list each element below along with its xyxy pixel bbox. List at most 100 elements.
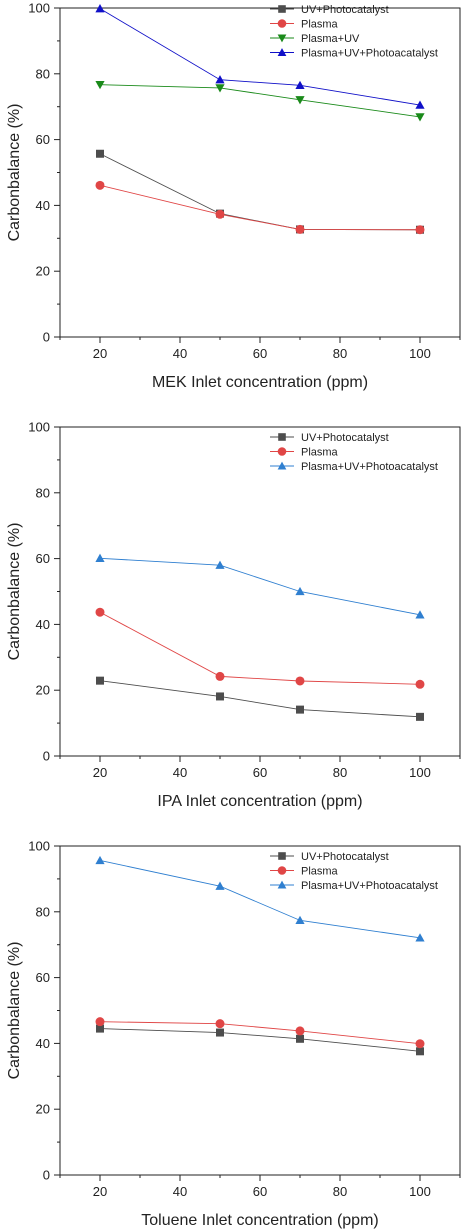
legend-marker — [277, 19, 287, 28]
x-tick-label: 100 — [409, 1184, 431, 1199]
data-point — [215, 560, 225, 569]
y-tick-label: 20 — [36, 264, 50, 279]
y-axis-title: Carbonbalance (%) — [6, 104, 23, 242]
series-line-1 — [99, 1028, 421, 1052]
y-tick-label: 100 — [28, 420, 50, 435]
chart-panel-3: 20 40 60 80 100 0 20 40 60 80 100 Toluene Inlet con… — [6, 839, 461, 1229]
legend-marker — [277, 880, 287, 889]
x-tick-label: 40 — [173, 346, 187, 361]
x-axis-title: Toluene Inlet concentration (ppm) — [141, 1212, 378, 1229]
legend-label: Plasma — [301, 19, 339, 31]
y-axis-title: Carbonbalance (%) — [6, 523, 23, 661]
legend-label: Plasma — [301, 866, 339, 878]
legend-label: UV+Photocatalyst — [301, 4, 389, 16]
data-point — [295, 586, 305, 596]
data-point — [95, 180, 105, 190]
x-tick-label: 80 — [333, 346, 347, 361]
series-line-1 — [99, 153, 421, 231]
data-point — [95, 1017, 105, 1027]
data-point — [416, 1047, 424, 1056]
data-point — [415, 933, 425, 942]
legend-label: Plasma — [301, 447, 339, 459]
legend-marker — [278, 5, 286, 13]
data-point — [415, 225, 425, 235]
data-point — [295, 1026, 305, 1036]
y-tick-label: 20 — [36, 683, 50, 698]
series-line-3 — [99, 557, 421, 616]
data-point — [95, 553, 105, 562]
data-point — [215, 84, 225, 93]
legend-label: Plasma+UV — [301, 33, 360, 45]
x-tick-label: 80 — [333, 765, 347, 780]
y-axis-title: Carbonbalance (%) — [6, 942, 23, 1080]
data-point — [295, 915, 305, 925]
x-axis-title: MEK Inlet concentration (ppm) — [152, 374, 368, 391]
x-axis-title: IPA Inlet concentration (ppm) — [157, 793, 362, 810]
legend-label: Plasma+UV+Photoacatalyst — [301, 48, 438, 60]
data-point — [95, 855, 105, 865]
plot-frame — [59, 426, 461, 757]
y-tick-label: 40 — [36, 617, 50, 632]
data-point — [96, 676, 104, 685]
legend-label: Plasma+UV+Photoacatalyst — [301, 880, 438, 892]
legend-marker — [277, 34, 287, 43]
data-point — [96, 1024, 104, 1033]
data-point — [215, 671, 225, 681]
y-tick-label: 40 — [36, 198, 50, 213]
legend-label: Plasma+UV+Photoacatalyst — [301, 461, 438, 473]
data-point — [415, 1039, 425, 1049]
data-point — [95, 4, 105, 13]
series-line-2 — [99, 1021, 421, 1045]
x-tick-label: 100 — [409, 765, 431, 780]
data-point — [416, 712, 424, 721]
legend-marker — [277, 48, 287, 56]
y-tick-label: 80 — [36, 66, 50, 81]
data-point — [415, 100, 425, 109]
x-tick-label: 80 — [333, 1184, 347, 1199]
x-tick-label: 20 — [93, 346, 107, 361]
series-line-2 — [99, 611, 421, 685]
y-tick-label: 100 — [28, 839, 50, 854]
y-tick-label: 60 — [36, 132, 50, 147]
data-point — [216, 692, 224, 701]
data-point — [295, 80, 305, 89]
series-line-1 — [99, 680, 421, 718]
data-point — [296, 705, 304, 714]
data-point — [95, 607, 105, 617]
data-point — [96, 149, 104, 158]
x-tick-label: 60 — [253, 346, 267, 361]
chart-panel-1: 20 40 60 80 100 0 20 40 60 80 100 MEK Inlet concent… — [6, 1, 461, 391]
data-point — [215, 209, 225, 219]
series-line-3 — [99, 84, 421, 118]
y-tick-label: 0 — [43, 1168, 50, 1183]
legend-marker — [277, 461, 287, 470]
y-tick-label: 60 — [36, 551, 50, 566]
legend-label: UV+Photocatalyst — [301, 851, 389, 863]
legend-marker — [277, 447, 287, 456]
x-tick-label: 40 — [173, 1184, 187, 1199]
y-tick-label: 60 — [36, 970, 50, 985]
plot-frame — [59, 845, 461, 1176]
x-tick-label: 100 — [409, 346, 431, 361]
data-point — [295, 676, 305, 686]
chart-panel-2: 20 40 60 80 100 0 20 40 60 80 100 IPA Inlet concent… — [6, 420, 461, 810]
data-point — [95, 80, 105, 90]
data-point — [296, 1034, 304, 1043]
x-tick-label: 60 — [253, 1184, 267, 1199]
series-line-2 — [99, 184, 421, 231]
legend-label: UV+Photocatalyst — [301, 432, 389, 444]
data-point — [215, 1019, 225, 1029]
y-tick-label: 100 — [28, 1, 50, 16]
data-point — [295, 224, 305, 234]
legend-marker — [277, 866, 287, 875]
x-tick-label: 40 — [173, 765, 187, 780]
x-tick-label: 60 — [253, 765, 267, 780]
data-point — [295, 96, 305, 105]
y-tick-label: 0 — [43, 749, 50, 764]
y-tick-label: 80 — [36, 485, 50, 500]
series-line-4 — [99, 8, 421, 106]
x-tick-label: 20 — [93, 1184, 107, 1199]
y-tick-label: 80 — [36, 904, 50, 919]
data-point — [415, 679, 425, 689]
